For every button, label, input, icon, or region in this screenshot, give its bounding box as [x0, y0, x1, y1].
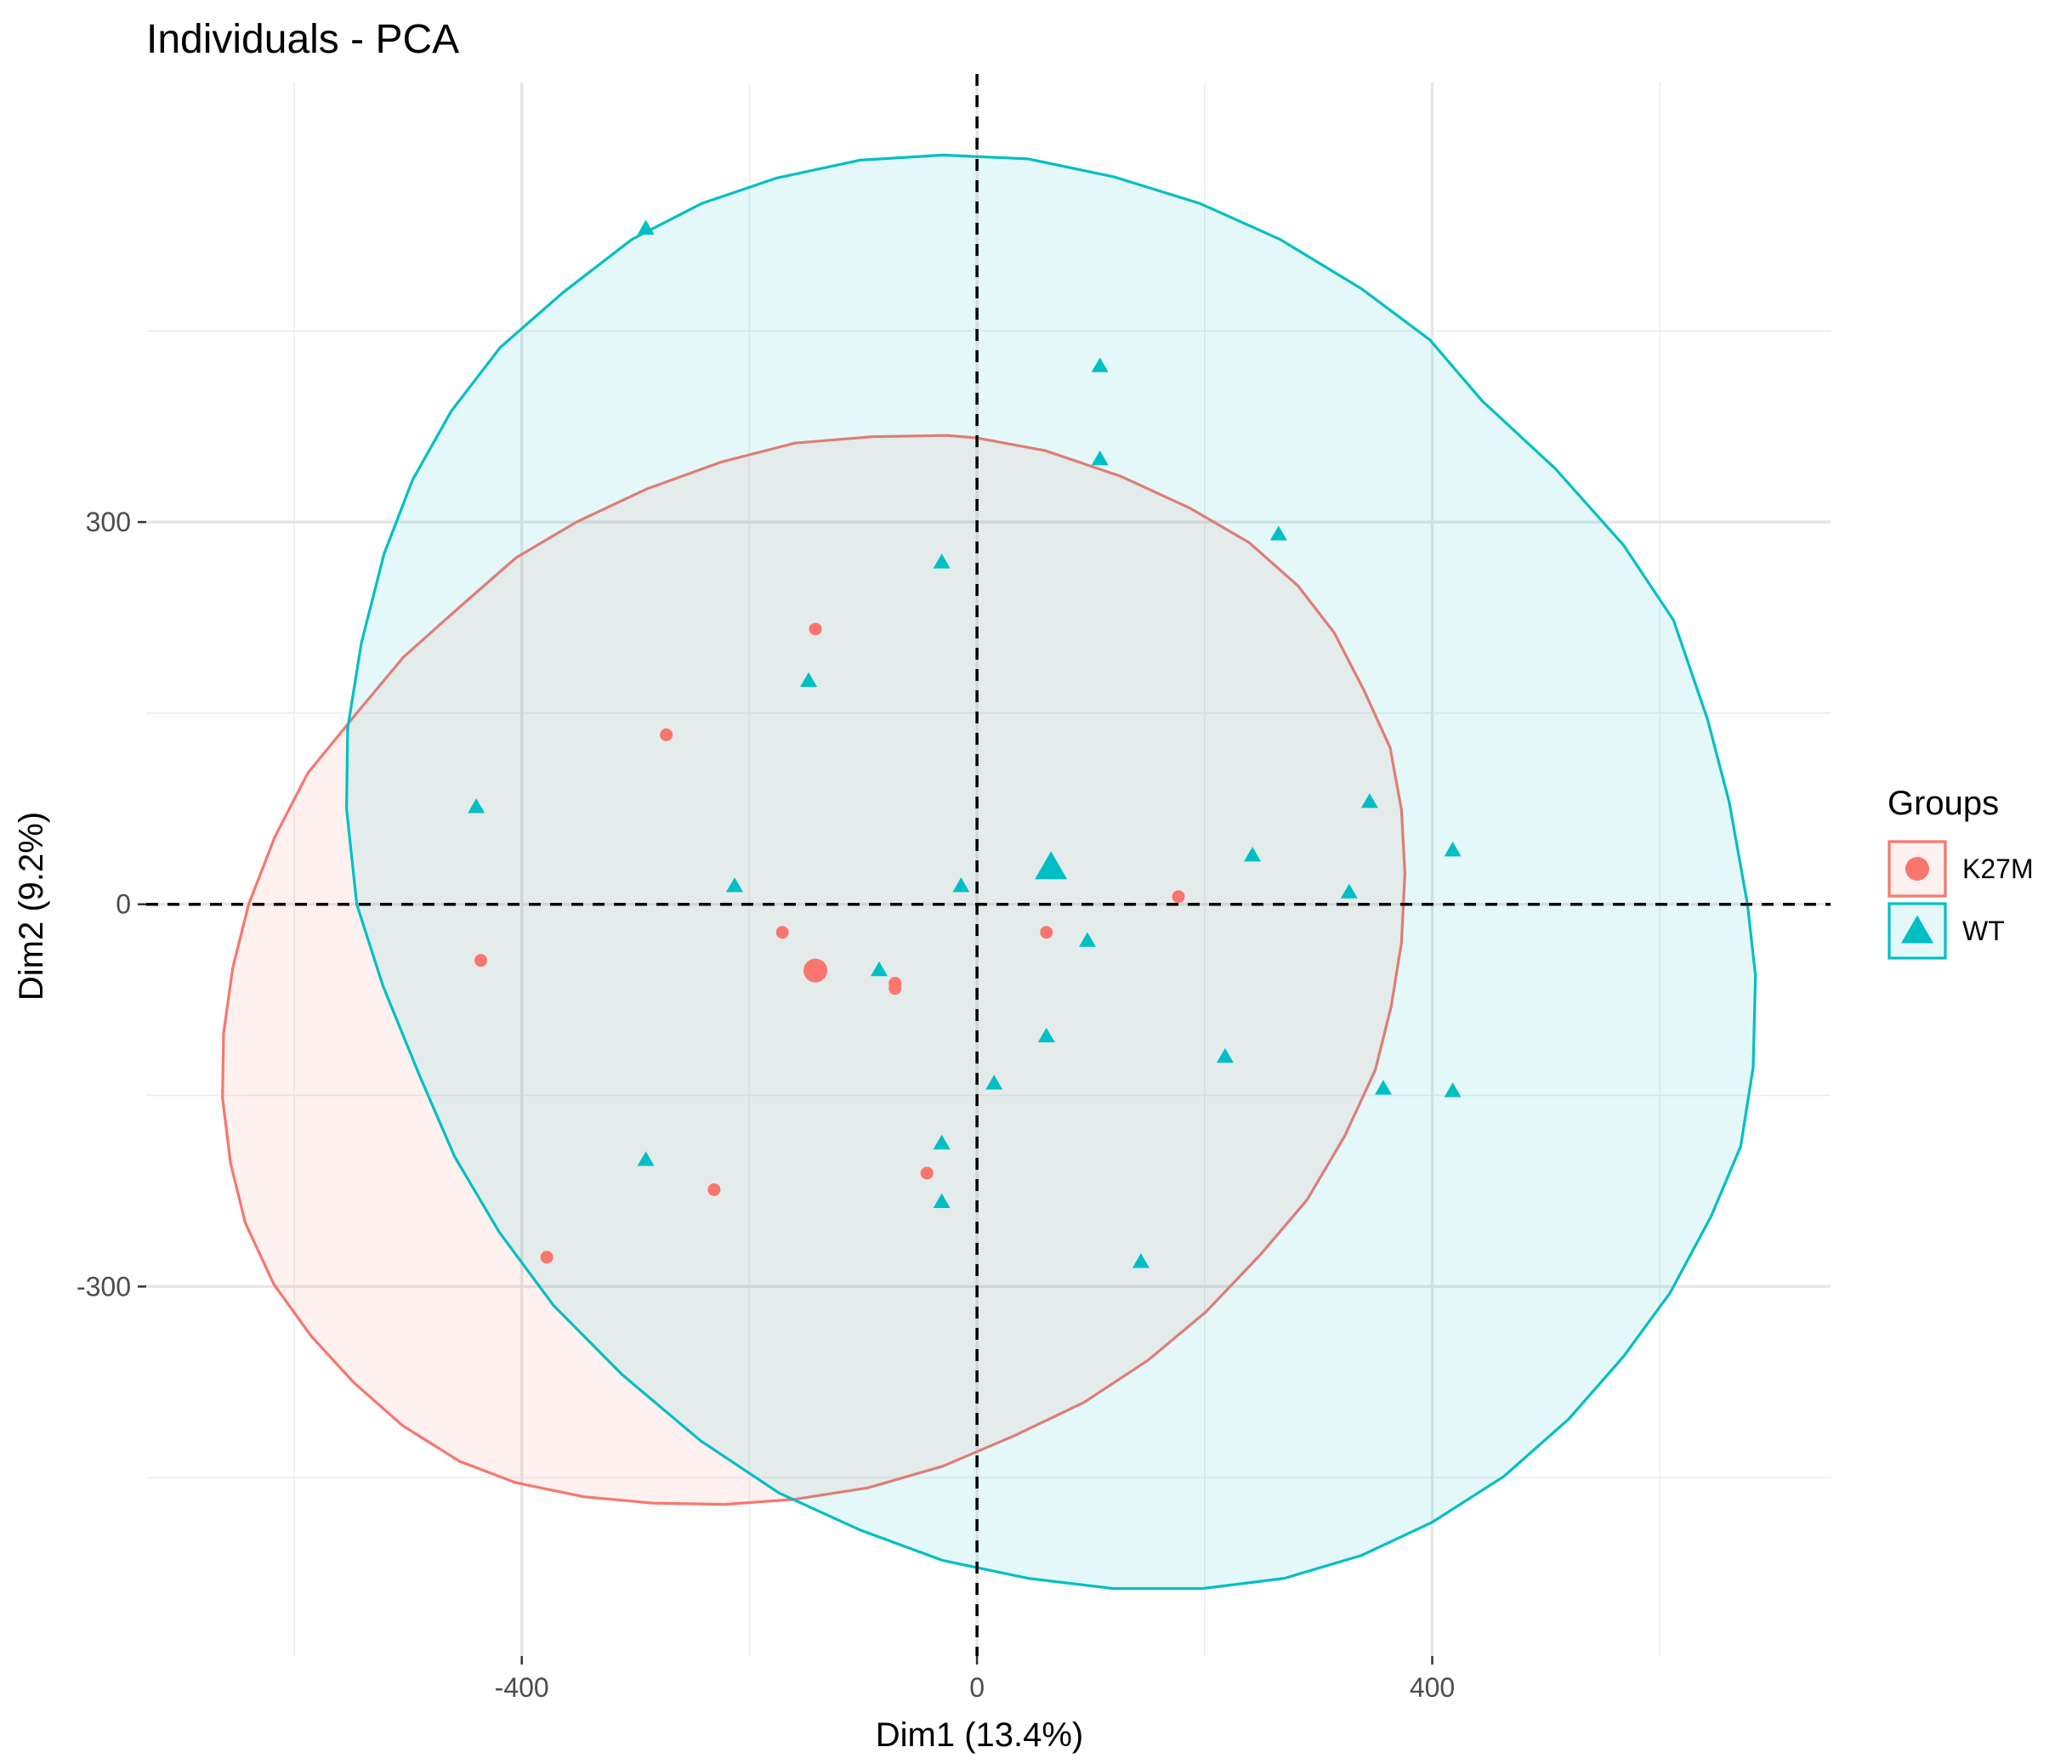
point-wt	[1374, 1080, 1392, 1095]
legend-symbol-k27m	[1905, 857, 1929, 881]
point-k27m	[888, 982, 902, 995]
legend-label-k27m: K27M	[1962, 854, 2034, 884]
point-k27m	[920, 1166, 934, 1180]
legend: Groups K27M WT	[1888, 785, 2034, 960]
point-wt	[1360, 793, 1378, 808]
point-wt	[952, 876, 970, 893]
point-wt	[637, 1151, 655, 1166]
point-wt	[1091, 357, 1109, 372]
centroid-wt	[1035, 851, 1068, 880]
point-wt	[933, 1134, 951, 1150]
point-wt	[1444, 842, 1462, 857]
x-axis-title: Dim1 (13.4%)	[876, 1716, 1084, 1754]
x-tick-label: 0	[969, 1672, 985, 1703]
confidence-ellipses	[221, 153, 1757, 1591]
x-tick-label: -400	[495, 1672, 549, 1703]
point-wt	[985, 1075, 1003, 1090]
point-k27m	[775, 926, 789, 939]
point-wt	[1340, 883, 1358, 899]
point-k27m	[1172, 890, 1185, 904]
y-axis-title: Dim2 (9.2%)	[13, 812, 50, 1001]
point-k27m	[707, 1183, 721, 1196]
point-wt	[1132, 1253, 1150, 1268]
data-points	[468, 219, 1462, 1268]
point-wt	[1091, 450, 1109, 466]
legend-title: Groups	[1888, 785, 1999, 822]
point-k27m	[809, 622, 822, 636]
point-wt	[1216, 1047, 1234, 1064]
point-wt	[1269, 525, 1287, 541]
point-k27m	[474, 954, 488, 967]
y-tick-label: -300	[77, 1271, 131, 1302]
centroid-k27m	[803, 958, 828, 983]
point-wt	[933, 553, 951, 569]
point-wt	[933, 1193, 951, 1209]
y-tick-label: 300	[86, 507, 131, 537]
point-wt	[1444, 1082, 1462, 1098]
x-tick-label: 400	[1410, 1672, 1455, 1703]
axes: -400 0 400 -300 0 300	[77, 507, 1455, 1703]
point-wt	[726, 876, 744, 893]
point-wt	[1078, 932, 1096, 947]
point-wt	[637, 219, 655, 235]
y-tick-label: 0	[116, 889, 131, 920]
point-wt	[800, 672, 818, 688]
point-wt	[468, 798, 485, 814]
point-k27m	[1040, 926, 1053, 939]
reference-lines	[146, 74, 1831, 1656]
point-k27m	[660, 728, 673, 741]
legend-label-wt: WT	[1962, 916, 2005, 946]
point-k27m	[540, 1251, 553, 1264]
chart-title: Individuals - PCA	[146, 17, 459, 62]
point-wt	[871, 961, 888, 977]
legend-symbol-wt	[1901, 915, 1933, 944]
point-wt	[1244, 847, 1262, 862]
point-wt	[1037, 1027, 1055, 1043]
